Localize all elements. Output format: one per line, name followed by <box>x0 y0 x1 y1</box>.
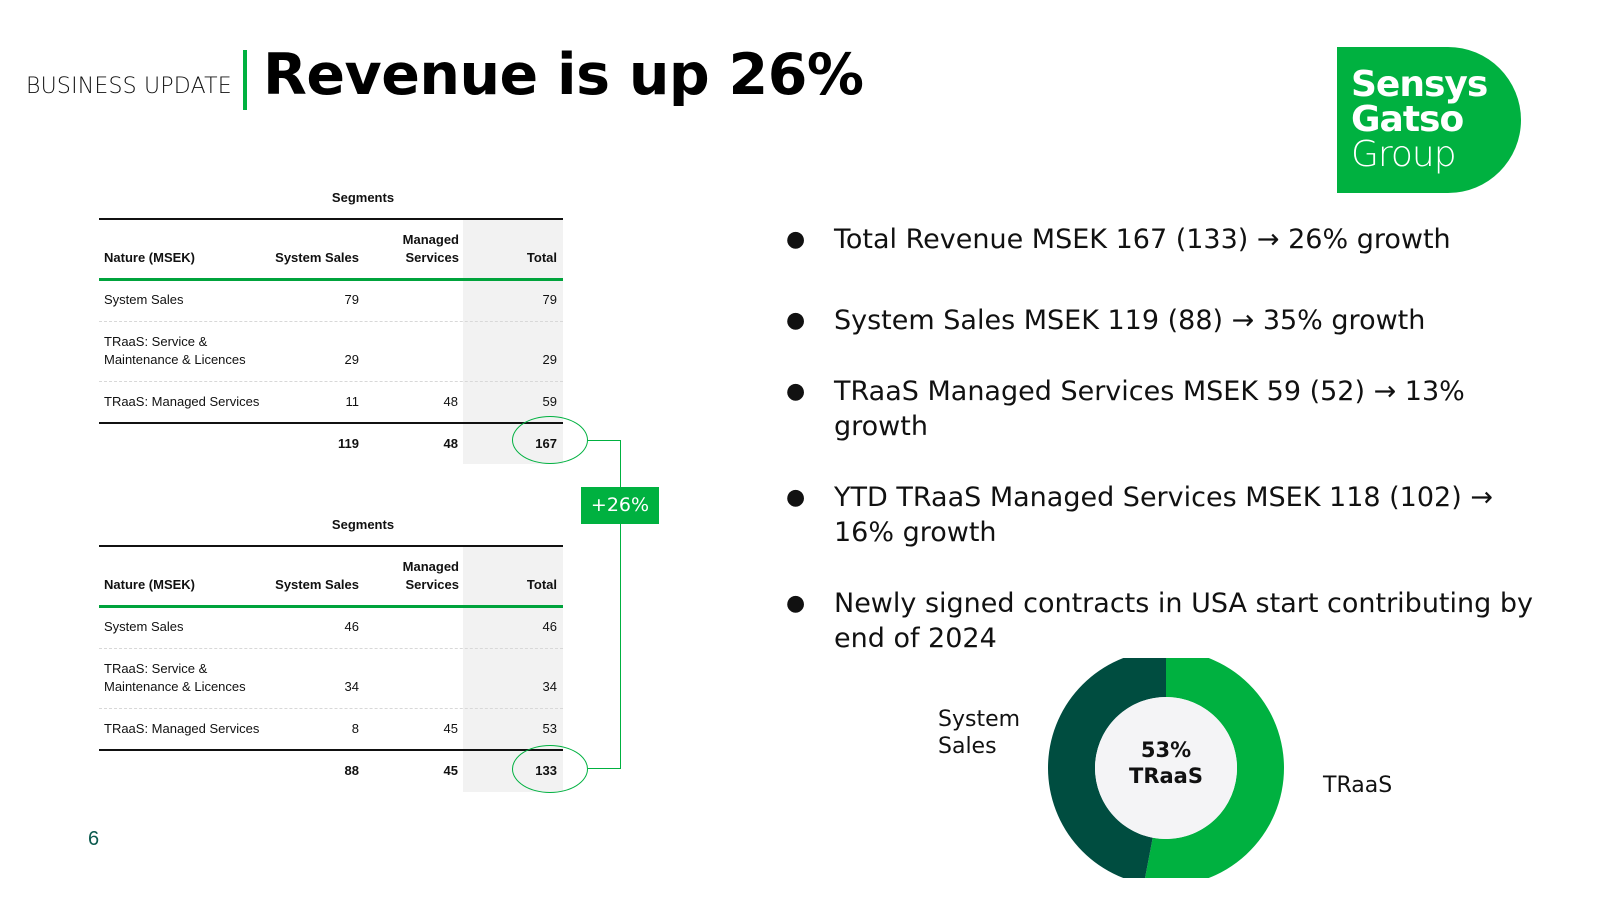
bullet-dot: ● <box>786 308 806 333</box>
bullet-dot: ● <box>786 227 806 252</box>
donut-slice-traas <box>1145 658 1284 878</box>
growth-badge: +26% <box>581 487 659 524</box>
legend-traas: TRaaS <box>1323 773 1393 798</box>
row-label: TRaaS: Service & <box>104 661 208 676</box>
donut-center-caption: TRaaS <box>1129 764 1203 788</box>
highlight-circle-current-total <box>512 416 588 464</box>
row-label: TRaaS: Managed Services <box>104 394 260 409</box>
row-label: System Sales <box>104 619 184 634</box>
cell-system-sales: 11 <box>345 394 360 409</box>
legend-system-line-1: System <box>938 707 1021 732</box>
row-divider <box>99 381 563 382</box>
donut-hole <box>1095 697 1237 839</box>
row-label-line-2: Maintenance & Licences <box>104 352 246 367</box>
bullet-dot: ● <box>786 379 806 404</box>
donut-center-percent: 53% <box>1140 738 1192 762</box>
title-accent-bar <box>243 50 247 110</box>
legend-system-sales: System Sales <box>938 706 1020 760</box>
revenue-mix-donut <box>1048 658 1284 878</box>
row-divider <box>99 321 563 322</box>
cell-system-sales: 79 <box>344 292 359 307</box>
bullet-dot: ● <box>786 485 806 510</box>
header-total: Total <box>526 577 557 592</box>
header-system-sales: System Sales <box>275 577 359 592</box>
cell-total: 79 <box>542 292 557 307</box>
bullet-text: Newly signed contracts in USA start cont… <box>834 588 1533 654</box>
row-divider <box>99 648 563 649</box>
header-nature: Nature (MSEK) <box>104 577 196 592</box>
donut-center-label: 53% TRaaS <box>1096 737 1236 789</box>
connector-top <box>588 440 621 441</box>
segments-table-current: Segments Nature (MSEK) System Sales Mana… <box>99 190 563 470</box>
section-label: BUSINESS UPDATE <box>26 74 232 99</box>
total-rule <box>99 749 563 751</box>
total-system-sales: 88 <box>344 763 359 778</box>
page-number: 6 <box>88 828 100 850</box>
row-label-line-2: Maintenance & Licences <box>104 679 246 694</box>
cell-system-sales: 8 <box>351 721 359 736</box>
cell-managed: 45 <box>443 721 458 736</box>
cell-system-sales: 46 <box>344 619 359 634</box>
total-managed: 45 <box>443 763 458 778</box>
cell-managed: 48 <box>443 394 458 409</box>
segments-label: Segments <box>331 517 395 532</box>
row-divider <box>99 708 563 709</box>
cell-system-sales: 29 <box>344 352 359 367</box>
cell-total: 34 <box>542 679 557 694</box>
header-managed-1: Managed <box>402 559 459 574</box>
company-logo: Sensys Gatso Group <box>1337 47 1521 193</box>
logo-line-2: Gatso <box>1351 99 1464 140</box>
segments-table-prior: Segments Nature (MSEK) System Sales Mana… <box>99 517 563 797</box>
logo-line-1: Sensys <box>1351 64 1488 105</box>
header-managed-2: Services <box>405 250 460 265</box>
connector-vertical-upper <box>620 440 621 487</box>
cell-total: 53 <box>542 721 557 736</box>
legend-system-line-2: Sales <box>938 734 997 759</box>
header-total: Total <box>526 250 557 265</box>
connector-bottom <box>588 768 621 769</box>
row-label: TRaaS: Managed Services <box>104 721 260 736</box>
header-nature: Nature (MSEK) <box>104 250 196 265</box>
cell-total: 46 <box>542 619 557 634</box>
page-title: Revenue is up 26% <box>263 42 864 108</box>
table-top-rule <box>99 218 563 220</box>
row-label: TRaaS: Service & <box>104 334 208 349</box>
total-rule <box>99 422 563 424</box>
table-top-rule <box>99 545 563 547</box>
row-label: System Sales <box>104 292 184 307</box>
bullet-text: Total Revenue MSEK 167 (133) → 26% growt… <box>834 224 1451 255</box>
header-green-rule <box>99 605 563 608</box>
header-system-sales: System Sales <box>275 250 359 265</box>
bullet-dot: ● <box>786 591 806 616</box>
logo-line-3: Group <box>1351 134 1457 175</box>
highlight-circle-prior-total <box>512 745 588 793</box>
segments-label: Segments <box>331 190 395 205</box>
bullet-text: TRaaS Managed Services MSEK 59 (52) → 13… <box>834 376 1465 442</box>
cell-system-sales: 34 <box>344 679 359 694</box>
donut-slices <box>1048 658 1284 878</box>
header-green-rule <box>99 278 563 281</box>
connector-vertical-lower <box>620 524 621 769</box>
header-managed-1: Managed <box>402 232 459 247</box>
bullet-text: System Sales MSEK 119 (88) → 35% growth <box>834 305 1426 336</box>
cell-total: 29 <box>542 352 557 367</box>
total-managed: 48 <box>443 436 458 451</box>
bullet-text: YTD TRaaS Managed Services MSEK 118 (102… <box>834 482 1493 548</box>
donut-slice-system-sales <box>1048 658 1166 878</box>
total-system-sales: 119 <box>338 436 359 451</box>
header-managed-2: Services <box>405 577 460 592</box>
cell-total: 59 <box>542 394 557 409</box>
